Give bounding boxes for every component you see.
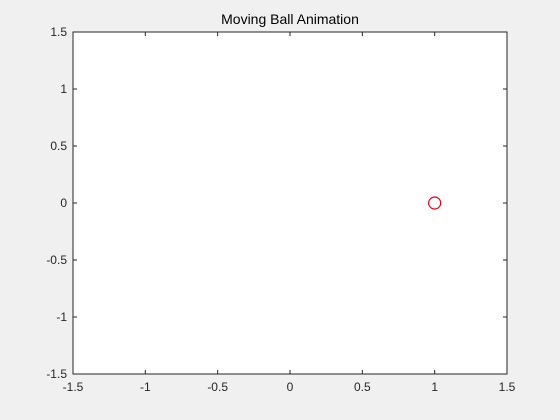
y-tick-label: 1.5 bbox=[50, 25, 67, 39]
x-tick-label: -0.5 bbox=[207, 380, 228, 394]
x-tick-label: 1 bbox=[431, 380, 438, 394]
y-tick-label: 1 bbox=[60, 82, 67, 96]
y-tick-label: -1 bbox=[56, 310, 67, 324]
x-tick-label: 1.5 bbox=[499, 380, 516, 394]
axes-box bbox=[72, 31, 508, 375]
y-tick-label: -1.5 bbox=[46, 367, 67, 381]
x-tick-label: -1 bbox=[140, 380, 151, 394]
tick-labels-layer: -1.5 -1 -0.5 0 0.5 1 1.5 -1.5 -1 -0.5 0 0.5 1 1.5 bbox=[46, 25, 515, 394]
data-marks-layer bbox=[428, 196, 442, 210]
x-tick-label: 0.5 bbox=[354, 380, 371, 394]
y-tick-label: 0 bbox=[60, 196, 67, 210]
ball-marker bbox=[428, 196, 442, 210]
x-tick-label: 0 bbox=[287, 380, 294, 394]
x-tick-label: -1.5 bbox=[63, 380, 84, 394]
chart-title: Moving Ball Animation bbox=[221, 11, 359, 27]
axes-background bbox=[73, 32, 507, 374]
y-tick-label: 0.5 bbox=[50, 139, 67, 153]
y-tick-label: -0.5 bbox=[46, 253, 67, 267]
